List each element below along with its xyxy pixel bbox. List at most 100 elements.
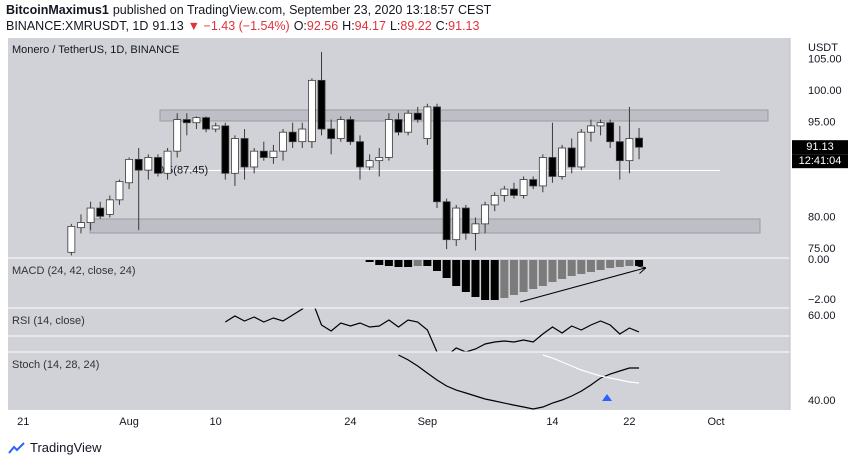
symbol: BINANCE:XMRUSDT, 1D: [6, 19, 149, 33]
y-tick-label: 0.00: [808, 254, 829, 266]
candle-body: [519, 179, 528, 196]
candle-body: [375, 157, 384, 162]
candle-body: [134, 158, 143, 171]
histogram-bar: [481, 260, 490, 300]
published: published on TradingView.com, September …: [112, 3, 492, 17]
y-tick-label: 105.00: [808, 53, 842, 65]
histogram-bar: [577, 260, 586, 274]
price-pane: 0.5(87.45): [67, 51, 720, 256]
signal-marker: [602, 394, 612, 401]
header-line: BitcoinMaximus1 published on TradingView.…: [6, 3, 495, 17]
ohlc-value: 94.17: [354, 19, 386, 33]
logo: [8, 441, 25, 454]
candle-body: [404, 112, 413, 133]
indicator-line: [224, 308, 640, 352]
resistance-zone: [159, 109, 769, 122]
currency: USDT: [808, 42, 838, 54]
x-tick-label: Oct: [707, 416, 724, 428]
pane-title: MACD (24, 42, close, 24): [12, 265, 136, 277]
ohlc-value: 89.22: [400, 19, 432, 33]
candle-body: [269, 150, 278, 158]
change: ▼ −1.43 (−1.54%): [187, 19, 290, 33]
histogram-bar: [394, 260, 403, 267]
candle-body: [125, 158, 133, 184]
histogram-bar: [509, 260, 518, 295]
x-tick-label: 14: [546, 416, 558, 428]
candle-body: [365, 160, 374, 168]
candle-body: [625, 138, 634, 162]
y-tick-label: 95.00: [808, 117, 836, 129]
candle-body: [182, 119, 191, 124]
rsi-pane: [8, 308, 790, 352]
candle-body: [221, 125, 230, 174]
candle-body: [384, 119, 393, 158]
indicator-line: [398, 354, 639, 410]
candle-body: [96, 207, 105, 217]
last-price-box: [792, 140, 848, 155]
candle-body: [154, 157, 162, 174]
histogram-bar: [471, 260, 480, 297]
chart: 0.5(87.45) Monero / TetherUS, 1D, BINANC…: [8, 38, 848, 428]
histogram-bar: [365, 260, 374, 262]
candle-body: [336, 119, 345, 139]
candle-body: [433, 106, 441, 203]
candle-body: [510, 188, 518, 196]
candle-body: [394, 119, 403, 133]
candle-body: [259, 150, 268, 158]
pane-title: Monero / TetherUS, 1D, BINANCE: [12, 44, 179, 56]
stoch-pane: [398, 354, 640, 410]
last-price: 91.13: [806, 141, 834, 153]
histogram-bar: [404, 260, 413, 267]
y-tick-label: 100.00: [808, 85, 842, 97]
x-tick-label: 24: [344, 416, 356, 428]
ohlc-value: 91.13: [448, 19, 480, 33]
ohlc-key: O:: [293, 19, 307, 33]
candle-body: [298, 128, 307, 143]
y-tick-label: 40.00: [808, 395, 836, 407]
x-tick-label: 10: [210, 416, 222, 428]
candle-body: [461, 207, 470, 234]
candle-body: [77, 222, 85, 229]
macd-pane: [365, 260, 644, 300]
candle-body: [577, 131, 586, 168]
trend-arrow: [519, 268, 645, 303]
candle-body: [279, 131, 287, 152]
candle-body: [86, 207, 95, 223]
countdown-box: [792, 154, 848, 169]
candle-body: [635, 137, 643, 148]
candle-body: [567, 147, 576, 168]
candle-body: [413, 112, 422, 120]
candle-body: [327, 128, 336, 139]
indicator-line: [542, 354, 640, 384]
countdown: 12:41:04: [799, 155, 842, 167]
candle-body: [144, 157, 153, 171]
x-tick-label: Aug: [119, 416, 139, 428]
histogram-bar: [606, 260, 615, 268]
histogram-bar: [442, 260, 451, 278]
candle-body: [240, 138, 249, 168]
histogram-bar: [452, 260, 461, 286]
histogram-bar: [625, 260, 634, 266]
ohlc-value: 92.56: [306, 19, 339, 33]
histogram-bar: [586, 260, 595, 272]
candle-body: [317, 79, 326, 130]
candle-body: [356, 141, 364, 168]
ohlc-key: C:: [435, 19, 449, 33]
candle-body: [250, 150, 259, 168]
y-tick-label: 75.00: [808, 243, 836, 255]
candle-body: [548, 157, 557, 177]
histogram-bar: [635, 260, 644, 266]
support-zone: [89, 218, 761, 234]
price: 91.13: [152, 19, 184, 33]
candle-body: [481, 204, 489, 225]
histogram-bar: [384, 260, 393, 266]
histogram-bar: [432, 260, 441, 271]
histogram-bar: [375, 260, 384, 265]
x-tick-label: 21: [17, 416, 29, 428]
candle-body: [587, 125, 595, 133]
candle-body: [596, 122, 605, 127]
candle-body: [105, 199, 114, 215]
histogram-bar: [538, 260, 547, 286]
histogram-bar: [558, 260, 567, 279]
brand: TradingView: [30, 440, 102, 455]
